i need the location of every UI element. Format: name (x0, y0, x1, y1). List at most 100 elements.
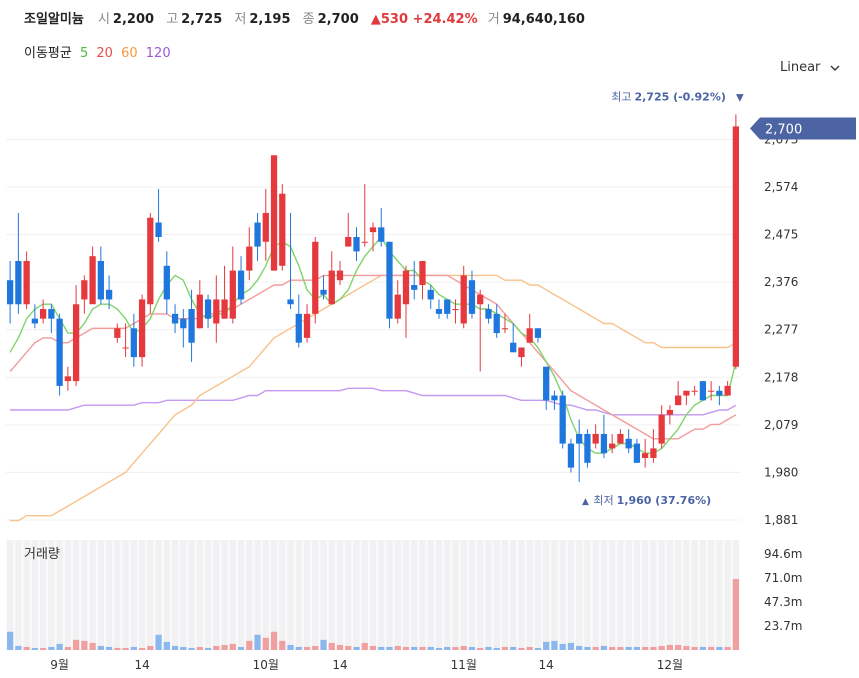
ma-legend-5[interactable]: 5 (79, 46, 89, 61)
volume-bar (138, 647, 146, 650)
volume-bar (666, 644, 674, 650)
last-price-tag (750, 117, 856, 140)
volume-bar (576, 645, 583, 650)
volume-column-bg (567, 540, 575, 650)
candle-body (617, 433, 624, 444)
volume-column-bg (196, 540, 203, 650)
volume-column-bg (551, 540, 558, 650)
volume-bar (262, 637, 269, 650)
open-label: 시 (97, 12, 110, 27)
volume-bar (23, 646, 30, 650)
candle-body (237, 270, 245, 300)
y-tick-label: 2,079 (764, 418, 798, 432)
candle-body (369, 227, 377, 233)
candle-body (526, 328, 533, 343)
volume-column-bg (650, 540, 657, 650)
volume-bar (493, 647, 500, 650)
chart-annotations: 최고 2,725 (-0.92%) ▼ ▲ 최저 1,960 (37.76%) 2,700 (582, 90, 856, 507)
candle-body (328, 270, 335, 305)
volume-bar (518, 647, 525, 650)
y-tick-label: 2,277 (764, 323, 798, 337)
candle-body (254, 222, 261, 247)
low-annotation-value: 1,960 (37.76%) (617, 494, 712, 507)
volume-column-bg (287, 540, 294, 650)
ma-legend-60[interactable]: 60 (121, 46, 138, 61)
scale-selector[interactable]: Linear (780, 60, 841, 75)
volume-bar (237, 646, 245, 650)
volume-bar (633, 646, 641, 650)
candle-body (221, 299, 228, 319)
volume-bar (353, 646, 360, 650)
candle-body (551, 395, 558, 401)
volume-bar (485, 646, 492, 650)
volume-column-bg (642, 540, 649, 650)
candle-body (89, 256, 96, 305)
candle-body (320, 289, 327, 295)
candle-body (345, 236, 352, 247)
candle-body (402, 270, 410, 305)
candle-body (534, 328, 542, 338)
candle-body (56, 318, 63, 386)
volume-bar (452, 646, 459, 650)
candle-body (213, 299, 220, 324)
volume-bar (378, 646, 385, 650)
volume-column-bg (155, 540, 162, 650)
y-tick-label: 2,475 (764, 228, 798, 242)
candle-body (64, 376, 71, 382)
volume-column-bg (114, 540, 121, 650)
volume-column-bg (312, 540, 319, 650)
ma-legend-120[interactable]: 120 (145, 46, 171, 61)
candle-body (666, 409, 674, 415)
volume-bar (171, 645, 179, 650)
x-tick-label: 11월 (451, 658, 477, 672)
low-annotation-label: 최저 1,960 (37.76%) (593, 494, 711, 507)
volume-bar (39, 647, 47, 650)
volume-column-bg (609, 540, 616, 650)
volume-column-bg (361, 540, 368, 650)
candle-body (584, 433, 591, 463)
candlesticks (6, 114, 740, 483)
candle-body (229, 270, 236, 319)
ma-legend-20[interactable]: 20 (96, 46, 113, 61)
candle-body (130, 328, 137, 358)
volume-bar (130, 646, 137, 650)
candle-body (270, 155, 278, 271)
candle-body (567, 443, 575, 468)
candle-body (180, 318, 187, 329)
volume-bar (650, 646, 657, 650)
volume-column-bg (501, 540, 509, 650)
volume-column-bg (402, 540, 410, 650)
volume-bar (270, 631, 278, 650)
volume-column-bg (6, 540, 14, 650)
volume-bar (708, 646, 715, 650)
volume-column-bg (138, 540, 146, 650)
volume-column-bg (477, 540, 484, 650)
candle-body (39, 309, 47, 319)
low-marker-icon: ▲ (582, 497, 589, 507)
candle-body (543, 366, 550, 401)
candle-body (72, 304, 80, 382)
candle-body (625, 438, 632, 449)
candle-body (6, 280, 14, 305)
volume-column-bg (221, 540, 228, 650)
volume-bar (15, 645, 22, 650)
volume-bar (427, 646, 434, 650)
volume-column-bg (15, 540, 22, 650)
volume-bar (163, 641, 170, 650)
volume-column-bg (270, 540, 278, 650)
volume-column-bg (435, 540, 443, 650)
volume-bar (64, 646, 71, 650)
volume-value: 94,640,160 (502, 12, 585, 27)
volume-bar (345, 645, 352, 650)
volume-label: 거 (487, 12, 500, 27)
volume-column-bg (526, 540, 533, 650)
ma60-line (10, 274, 737, 522)
volume-column-bg (534, 540, 542, 650)
candle-body (287, 299, 294, 305)
volume-bar (642, 646, 649, 650)
volume-column-bg (64, 540, 71, 650)
volume-column-bg (485, 540, 492, 650)
volume-bar (81, 640, 88, 650)
volume-bar (6, 631, 14, 650)
